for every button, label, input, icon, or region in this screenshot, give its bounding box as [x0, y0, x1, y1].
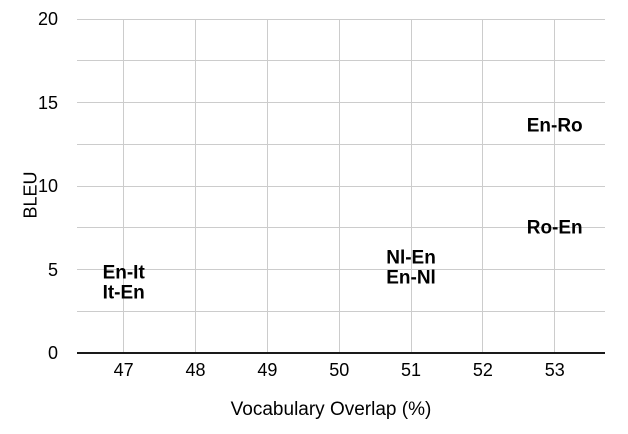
gridline-vertical	[266, 19, 268, 353]
y-axis-tick-label: 5	[47, 259, 58, 280]
data-point-label: En-Ro	[526, 115, 583, 137]
x-axis-tick-label: 52	[472, 360, 493, 380]
gridline-horizontal	[77, 227, 605, 229]
y-axis-tick-label: 10	[37, 176, 58, 196]
gridline-horizontal	[77, 60, 605, 62]
gridline-horizontal	[77, 18, 605, 20]
data-point-label: En-It	[102, 262, 145, 284]
gridline-horizontal	[77, 143, 605, 145]
x-axis-tick-label: 49	[257, 360, 278, 380]
x-axis-tick-label: 48	[185, 360, 206, 380]
gridline-horizontal	[77, 310, 605, 312]
y-axis-title: BLEU	[20, 171, 41, 219]
x-axis-tick-label: 50	[329, 360, 350, 380]
x-axis-tick-label: 53	[544, 360, 565, 380]
y-axis-tick-label: 0	[47, 343, 58, 363]
gridline-vertical	[338, 19, 340, 353]
gridline-horizontal	[77, 185, 605, 187]
x-axis-title: Vocabulary Overlap (%)	[230, 399, 432, 420]
gridline-vertical	[482, 19, 484, 353]
gridline-vertical	[554, 19, 556, 353]
data-point-label: Ro-En	[526, 217, 583, 239]
x-axis-line	[77, 352, 605, 354]
data-point-label: Nl-En	[386, 247, 436, 269]
y-axis-tick-label: 20	[37, 9, 58, 29]
gridline-vertical	[195, 19, 197, 353]
gridline-horizontal	[77, 269, 605, 270]
data-point-label: It-En	[102, 282, 145, 304]
data-point-label: En-Nl	[386, 267, 436, 289]
x-axis-tick-label: 47	[113, 360, 134, 380]
x-axis-tick-label: 51	[401, 360, 422, 380]
gridline-vertical	[410, 19, 412, 353]
y-axis-tick-label: 15	[37, 92, 58, 113]
gridline-horizontal	[77, 102, 605, 103]
gridline-vertical	[123, 19, 125, 353]
